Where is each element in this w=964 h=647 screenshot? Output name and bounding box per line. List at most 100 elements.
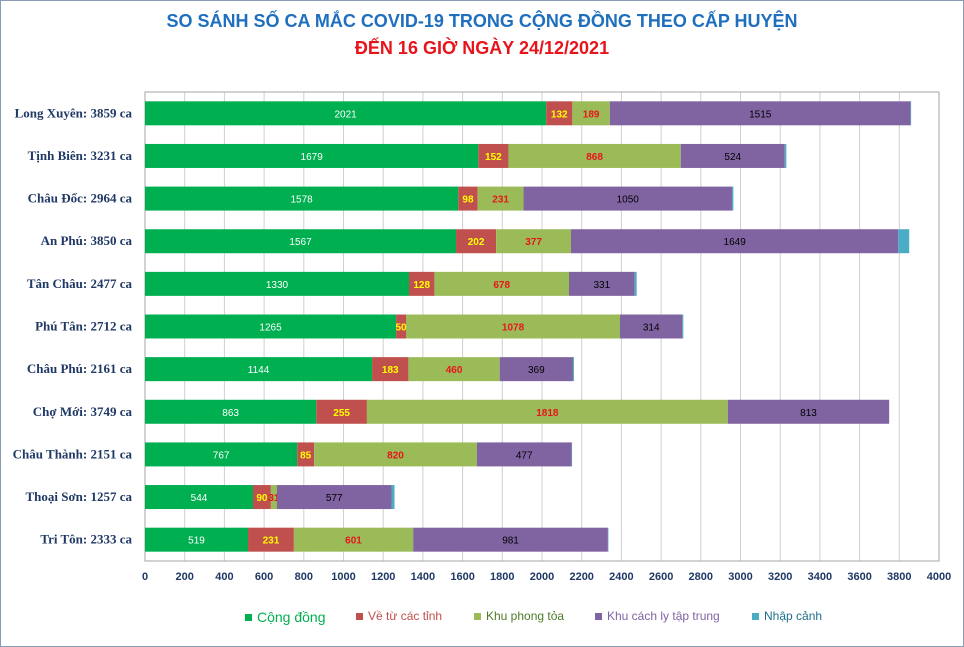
bar-segment	[293, 527, 414, 552]
x-tick-label: 2600	[649, 571, 673, 583]
category-label: Long Xuyên: 3859 ca	[15, 105, 133, 120]
legend-label: Khu cách ly tập trung	[607, 609, 720, 623]
bar-segment	[145, 442, 298, 467]
bar-segment	[277, 485, 392, 510]
x-tick-label: 2400	[609, 571, 633, 583]
data-label: 2021	[334, 109, 357, 120]
bar-segment	[910, 101, 912, 126]
legend-item: Khu phong tỏa	[474, 609, 564, 623]
data-label: 152	[485, 152, 502, 163]
legend-swatch	[356, 612, 363, 620]
bar-segment	[316, 399, 367, 424]
bar-segment	[546, 101, 573, 126]
x-tick-label: 1600	[450, 571, 474, 583]
bar-segment	[634, 271, 637, 296]
category-label: Tịnh Biên: 3231 ca	[28, 148, 133, 163]
data-label: 314	[643, 323, 660, 334]
bar-segment	[523, 186, 732, 211]
data-label: 577	[326, 493, 343, 504]
bar-segment	[609, 101, 911, 126]
bar-segment	[477, 186, 524, 211]
bar-segment	[682, 314, 684, 339]
data-label: 813	[800, 408, 817, 419]
legend-label: Khu phong tỏa	[486, 609, 565, 623]
bar-segment	[568, 271, 635, 296]
bar-segment	[458, 186, 478, 211]
legend-label: Về từ các tỉnh	[368, 609, 443, 623]
data-label: 331	[594, 280, 611, 291]
category-label: Châu Phú: 2161 ca	[27, 361, 133, 376]
legend-item: Khu cách ly tập trung	[595, 609, 720, 623]
bar-segment	[784, 143, 787, 168]
data-label: 132	[551, 109, 568, 120]
data-label: 1330	[266, 280, 289, 291]
data-label: 1818	[536, 408, 559, 419]
legend-item: Về từ các tỉnh	[356, 609, 442, 623]
legend-label: Nhập cảnh	[764, 609, 823, 623]
x-tick-label: 2800	[689, 571, 713, 583]
data-label: 377	[525, 237, 542, 248]
bar-segment	[607, 527, 609, 552]
bar-segment	[366, 399, 728, 424]
data-label: 255	[333, 408, 350, 419]
bar-segment	[570, 229, 899, 254]
data-label: 50	[396, 323, 408, 334]
category-label: Thoại Sơn: 1257 ca	[25, 489, 132, 504]
bar-segment	[898, 229, 910, 254]
legend-label: Cộng đồng	[257, 609, 326, 625]
legend-item: Nhập cảnh	[752, 609, 822, 623]
bar-segment	[270, 485, 278, 510]
data-label: 31	[268, 493, 280, 504]
data-label: 189	[583, 109, 600, 120]
data-label: 231	[263, 536, 280, 547]
legend-swatch	[474, 612, 481, 620]
x-tick-label: 0	[142, 571, 148, 583]
bar-segment	[145, 485, 253, 510]
category-label: Chợ Mới: 3749 ca	[33, 404, 133, 419]
data-label: 820	[387, 450, 404, 461]
x-tick-label: 3400	[808, 571, 832, 583]
bar-segment	[408, 357, 500, 382]
data-label: 98	[462, 195, 474, 206]
data-label: 678	[493, 280, 510, 291]
x-tick-label: 4000	[927, 571, 951, 583]
data-label: 90	[256, 493, 268, 504]
legend-swatch	[245, 613, 252, 621]
bar-segment	[391, 485, 395, 510]
legend-item: Cộng đồng	[245, 609, 326, 625]
bar-segment	[406, 314, 621, 339]
chart-subtitle: ĐẾN 16 GIỜ NGÀY 24/12/2021	[354, 38, 610, 58]
x-tick-label: 1400	[411, 571, 435, 583]
x-tick-label: 600	[255, 571, 273, 583]
bar-segment	[476, 442, 572, 467]
x-tick-label: 1200	[371, 571, 395, 583]
data-label: 1567	[289, 237, 312, 248]
data-label: 524	[724, 152, 741, 163]
x-tick-label: 1000	[331, 571, 355, 583]
bar-segment	[145, 399, 317, 424]
bar-segment	[478, 143, 509, 168]
x-tick-label: 400	[215, 571, 233, 583]
bar-segment	[572, 101, 610, 126]
bar-segment	[145, 271, 410, 296]
bar-segment	[434, 271, 569, 296]
x-tick-label: 200	[176, 571, 194, 583]
bar-segment	[145, 314, 397, 339]
data-label: 1649	[724, 237, 747, 248]
bar-segment	[731, 186, 734, 211]
bar-segment	[572, 357, 574, 382]
data-label: 85	[300, 450, 312, 461]
bar-segment	[499, 357, 573, 382]
bar-segment	[456, 229, 497, 254]
x-tick-label: 2000	[530, 571, 554, 583]
bar-segment	[145, 143, 479, 168]
chart-title: SO SÁNH SỐ CA MẮC COVID-19 TRONG CỘNG ĐỒ…	[166, 11, 798, 31]
x-tick-label: 3200	[768, 571, 792, 583]
data-label: 519	[188, 536, 205, 547]
data-label: 1078	[502, 323, 525, 334]
data-label: 231	[492, 195, 509, 206]
bar-segment	[145, 357, 373, 382]
data-label: 544	[191, 493, 208, 504]
bar-segment	[496, 229, 571, 254]
data-label: 1578	[290, 195, 313, 206]
